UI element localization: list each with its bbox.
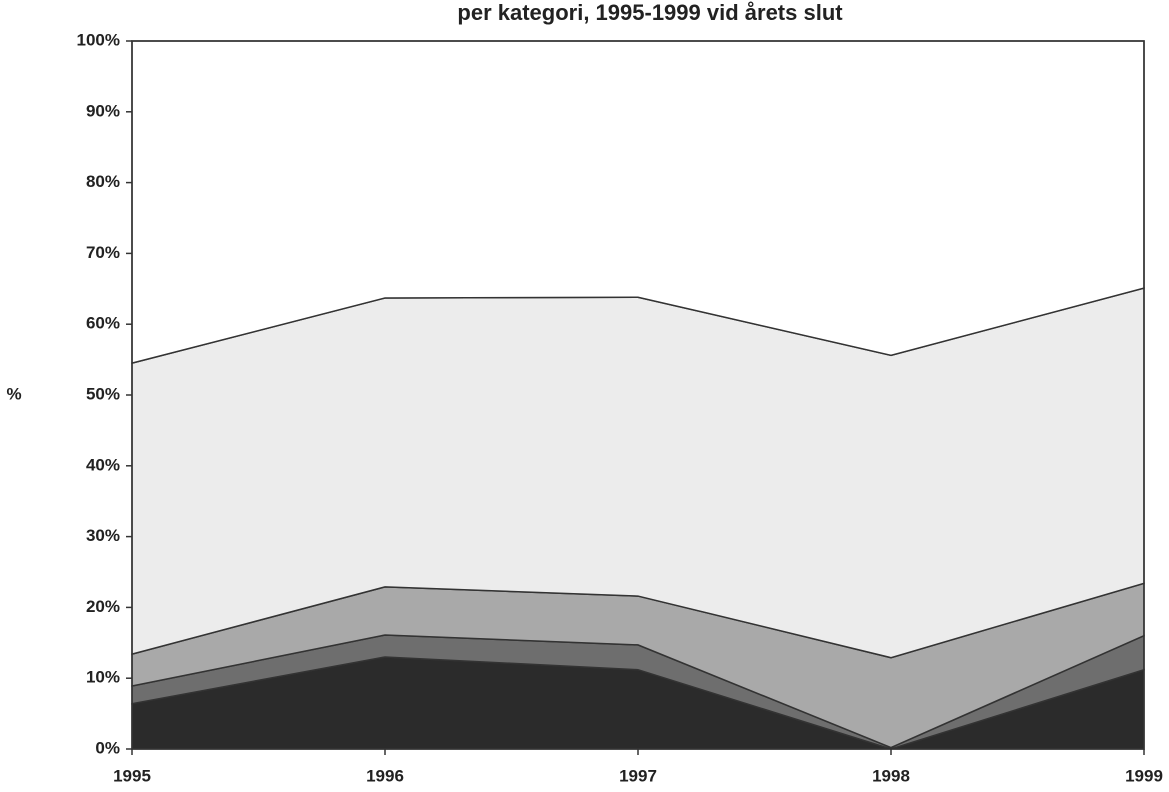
y-tick-label: 40% [86, 455, 120, 474]
y-tick-label: 70% [86, 243, 120, 262]
y-tick-label: 30% [86, 526, 120, 545]
x-tick-label: 1999 [1125, 766, 1163, 785]
y-tick-label: 100% [77, 30, 120, 49]
y-tick-label: 60% [86, 314, 120, 333]
y-tick-label: 90% [86, 101, 120, 120]
x-tick-label: 1998 [872, 766, 910, 785]
y-axis-label: % [6, 384, 21, 403]
y-tick-label: 0% [95, 738, 120, 757]
y-tick-label: 20% [86, 597, 120, 616]
x-tick-label: 1997 [619, 766, 657, 785]
y-tick-label: 50% [86, 384, 120, 403]
y-tick-label: 80% [86, 172, 120, 191]
x-tick-label: 1996 [366, 766, 404, 785]
x-tick-label: 1995 [113, 766, 151, 785]
chart-title: per kategori, 1995-1999 vid årets slut [457, 0, 843, 25]
y-tick-label: 10% [86, 668, 120, 687]
